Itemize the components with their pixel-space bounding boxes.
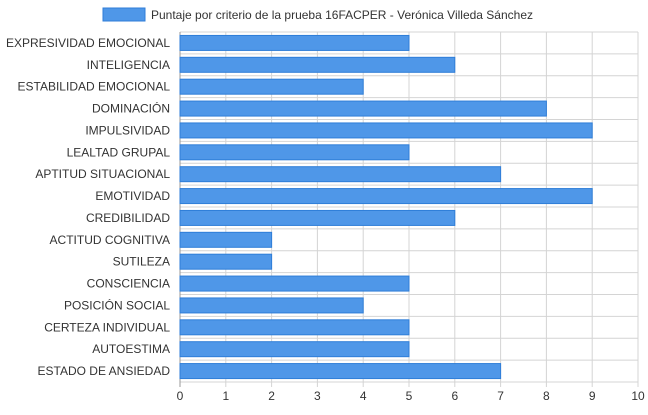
x-tick-label: 5 bbox=[406, 389, 413, 403]
bar[interactable] bbox=[179, 319, 410, 336]
bar[interactable] bbox=[179, 188, 593, 205]
category-label: SUTILEZA bbox=[113, 255, 170, 269]
x-tick-label: 9 bbox=[589, 389, 596, 403]
bar[interactable] bbox=[179, 363, 502, 380]
category-label: ACTITUD COGNITIVA bbox=[50, 233, 170, 247]
bar[interactable] bbox=[179, 231, 273, 248]
category-label: EMOTIVIDAD bbox=[95, 189, 170, 203]
category-label: INTELIGENCIA bbox=[87, 58, 170, 72]
bar[interactable] bbox=[179, 209, 456, 226]
x-tick-label: 6 bbox=[451, 389, 458, 403]
legend[interactable]: Puntaje por criterio de la prueba 16FACP… bbox=[102, 7, 533, 22]
x-tick-label: 1 bbox=[222, 389, 229, 403]
category-label: POSICIÓN SOCIAL bbox=[64, 297, 170, 312]
category-label: IMPULSIVIDAD bbox=[85, 123, 170, 137]
y-axis-labels: EXPRESIVIDAD EMOCIONAL INTELIGENCIA ESTABI… bbox=[6, 36, 170, 378]
category-label: CERTEZA INDIVIDUAL bbox=[44, 320, 170, 334]
category-label: APTITUD SITUACIONAL bbox=[35, 167, 170, 181]
bar[interactable] bbox=[179, 78, 364, 95]
bar[interactable] bbox=[179, 275, 410, 292]
x-axis-tick-labels: 0 1 2 3 4 5 6 7 8 9 10 bbox=[177, 389, 645, 403]
category-label: CREDIBILIDAD bbox=[86, 211, 170, 225]
category-label: CONSCIENCIA bbox=[87, 277, 170, 291]
bar[interactable] bbox=[179, 100, 547, 117]
category-label: ESTABILIDAD EMOCIONAL bbox=[18, 80, 171, 94]
x-tick-label: 7 bbox=[497, 389, 504, 403]
legend-label[interactable]: Puntaje por criterio de la prueba 16FACP… bbox=[151, 8, 533, 22]
bar[interactable] bbox=[179, 253, 273, 270]
x-tick-label: 3 bbox=[314, 389, 321, 403]
bar[interactable] bbox=[179, 297, 364, 314]
category-label: DOMINACIÓN bbox=[92, 101, 170, 116]
x-tick-label: 4 bbox=[360, 389, 367, 403]
bar[interactable] bbox=[179, 166, 502, 183]
x-tick-label: 0 bbox=[177, 389, 184, 403]
bar[interactable] bbox=[179, 122, 593, 139]
legend-swatch[interactable] bbox=[102, 7, 146, 22]
category-label: ESTADO DE ANSIEDAD bbox=[38, 364, 171, 378]
bar[interactable] bbox=[179, 34, 410, 51]
x-tick-label: 8 bbox=[543, 389, 550, 403]
x-tick-label: 2 bbox=[268, 389, 275, 403]
category-label: LEALTAD GRUPAL bbox=[67, 145, 171, 159]
bar[interactable] bbox=[179, 56, 456, 73]
bar[interactable] bbox=[179, 341, 410, 358]
x-tick-label: 10 bbox=[631, 389, 645, 403]
category-label: EXPRESIVIDAD EMOCIONAL bbox=[6, 36, 170, 50]
bar[interactable] bbox=[179, 144, 410, 161]
category-label: AUTOESTIMA bbox=[92, 342, 170, 356]
bars bbox=[179, 34, 593, 380]
